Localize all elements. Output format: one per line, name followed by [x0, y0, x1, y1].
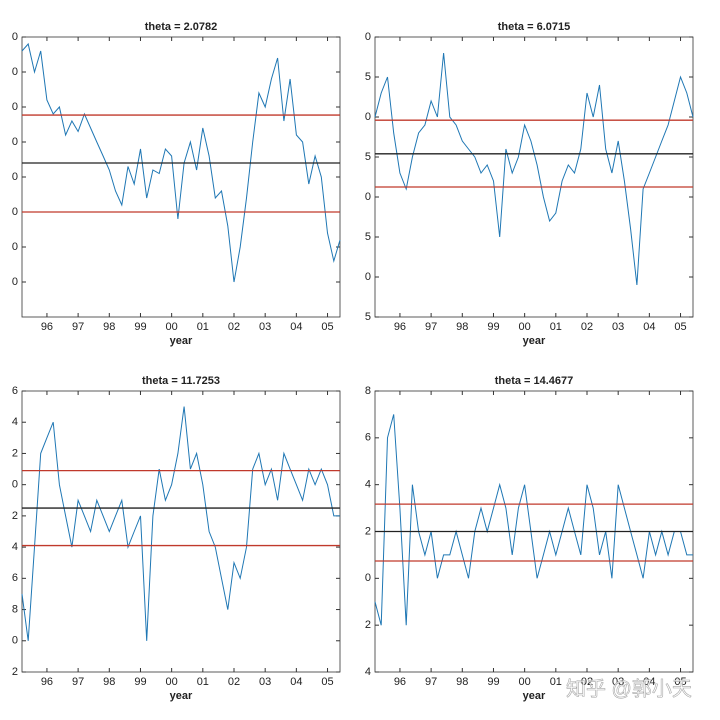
- y-tick-label: 2: [12, 666, 18, 678]
- x-tick-label: 98: [456, 321, 468, 333]
- y-tick-label: 0: [12, 171, 18, 183]
- x-tick-label: 04: [290, 676, 302, 688]
- x-tick-label: 99: [487, 321, 499, 333]
- series-line: [21, 42, 341, 283]
- y-tick-label: 0: [12, 31, 18, 43]
- x-tick-label: 97: [425, 676, 437, 688]
- y-tick-label: 4: [365, 479, 371, 491]
- x-tick-label: 99: [487, 676, 499, 688]
- x-tick-label: 00: [519, 321, 531, 333]
- x-tick-label: 04: [643, 321, 655, 333]
- y-tick-label: 2: [12, 510, 18, 522]
- x-tick-label: 00: [166, 676, 178, 688]
- y-tick-label: 4: [365, 666, 371, 678]
- x-tick-label: 03: [259, 676, 271, 688]
- series-line: [21, 406, 340, 641]
- y-tick-label: 0: [365, 271, 371, 283]
- x-tick-label: 00: [519, 676, 531, 688]
- chart-title: theta = 2.0782: [145, 21, 217, 33]
- y-tick-label: 2: [365, 525, 371, 537]
- x-tick-label: 98: [103, 321, 115, 333]
- y-tick-label: 4: [12, 416, 18, 428]
- y-tick-label: 0: [12, 66, 18, 78]
- x-tick-label: 99: [134, 321, 146, 333]
- x-tick-label: 03: [612, 676, 624, 688]
- x-tick-label: 02: [581, 676, 593, 688]
- x-axis-label: year: [170, 690, 193, 702]
- y-tick-label: 5: [365, 151, 371, 163]
- y-tick-label: 6: [12, 385, 18, 397]
- x-tick-label: 05: [674, 321, 686, 333]
- y-tick-label: 0: [12, 479, 18, 491]
- x-tick-label: 03: [612, 321, 624, 333]
- chart-title: theta = 14.4677: [495, 375, 574, 387]
- x-tick-label: 97: [425, 321, 437, 333]
- plot-area: [21, 390, 341, 673]
- y-tick-label: 2: [365, 619, 371, 631]
- y-tick-label: 6: [365, 432, 371, 444]
- x-tick-label: 98: [103, 676, 115, 688]
- x-axis-label: year: [523, 335, 546, 347]
- y-tick-label: 4: [12, 541, 18, 553]
- x-tick-label: 96: [41, 321, 53, 333]
- y-tick-label: 0: [12, 101, 18, 113]
- y-tick-label: 8: [365, 385, 371, 397]
- x-axis-label: year: [170, 335, 193, 347]
- x-tick-label: 97: [72, 321, 84, 333]
- y-tick-label: 0: [12, 136, 18, 148]
- x-tick-label: 00: [166, 321, 178, 333]
- chart-title: theta = 11.7253: [142, 375, 220, 387]
- x-tick-label: 96: [41, 676, 53, 688]
- x-tick-label: 99: [134, 676, 146, 688]
- y-tick-label: 0: [12, 206, 18, 218]
- x-tick-label: 02: [228, 321, 240, 333]
- y-tick-label: 5: [365, 311, 371, 323]
- watermark: 知乎 @郭小天: [566, 677, 692, 700]
- y-tick-label: 5: [365, 71, 371, 83]
- x-tick-label: 01: [197, 321, 209, 333]
- y-tick-label: 0: [12, 276, 18, 288]
- x-tick-label: 02: [581, 321, 593, 333]
- x-tick-label: 01: [550, 676, 562, 688]
- series-line: [374, 414, 693, 626]
- x-tick-label: 96: [394, 676, 406, 688]
- x-tick-label: 05: [674, 676, 686, 688]
- x-tick-label: 01: [197, 676, 209, 688]
- y-tick-label: 0: [365, 111, 371, 123]
- y-tick-label: 0: [12, 635, 18, 647]
- x-tick-label: 02: [228, 676, 240, 688]
- x-tick-label: 05: [321, 676, 333, 688]
- series-line: [374, 52, 694, 286]
- y-tick-label: 6: [12, 572, 18, 584]
- chart-title: theta = 6.0715: [498, 21, 570, 33]
- x-tick-label: 04: [643, 676, 655, 688]
- y-tick-label: 2: [12, 447, 18, 459]
- plot-area: [374, 36, 694, 318]
- x-tick-label: 05: [321, 321, 333, 333]
- y-tick-label: 0: [365, 31, 371, 43]
- y-tick-label: 0: [365, 572, 371, 584]
- x-tick-label: 04: [290, 321, 302, 333]
- x-tick-label: 96: [394, 321, 406, 333]
- y-tick-label: 0: [365, 191, 371, 203]
- x-tick-label: 98: [456, 676, 468, 688]
- x-tick-label: 97: [72, 676, 84, 688]
- x-axis-label: year: [523, 690, 546, 702]
- x-tick-label: 03: [259, 321, 271, 333]
- y-tick-label: 0: [12, 241, 18, 253]
- y-tick-label: 5: [365, 231, 371, 243]
- plot-area: [21, 36, 341, 318]
- x-tick-label: 01: [550, 321, 562, 333]
- y-tick-label: 8: [12, 603, 18, 615]
